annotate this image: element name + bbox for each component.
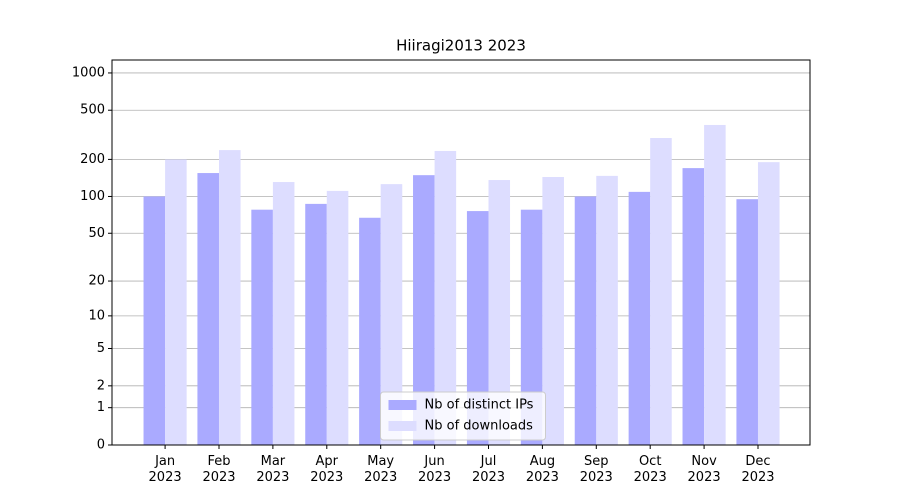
x-tick-label: Jul 2023 xyxy=(472,454,505,485)
bar xyxy=(704,124,726,446)
legend-swatch xyxy=(388,421,417,431)
bar xyxy=(520,209,543,445)
bar xyxy=(165,159,187,445)
x-tick-label: Aug 2023 xyxy=(526,454,559,485)
bar xyxy=(413,175,435,445)
bar xyxy=(326,190,349,445)
bar xyxy=(218,150,241,445)
y-tick-label: 50 xyxy=(88,226,105,241)
y-tick-label: 100 xyxy=(80,189,105,204)
bar xyxy=(682,168,705,446)
x-tick-label: May 2023 xyxy=(364,454,397,485)
y-tick-label: 1000 xyxy=(72,65,105,80)
y-tick-label: 200 xyxy=(80,152,105,167)
bar xyxy=(596,175,618,445)
bar xyxy=(488,180,511,445)
x-tick-label: Oct 2023 xyxy=(634,454,667,485)
bar xyxy=(305,203,327,445)
bar xyxy=(757,162,780,445)
bar xyxy=(650,138,672,445)
bar xyxy=(359,217,381,445)
y-tick-label: 0 xyxy=(97,438,105,453)
y-tick-label: 2 xyxy=(97,378,105,393)
x-tick-label: Mar 2023 xyxy=(256,454,289,485)
y-tick-label: 20 xyxy=(88,274,105,289)
x-tick-label: Jan 2023 xyxy=(149,454,182,485)
bar xyxy=(143,196,166,445)
legend-label: Nb of downloads xyxy=(425,419,534,434)
bar xyxy=(628,191,651,445)
x-tick-label: Feb 2023 xyxy=(202,454,235,485)
bar xyxy=(251,209,273,445)
plot-frame xyxy=(111,59,811,446)
legend-box xyxy=(380,391,546,441)
bar xyxy=(380,184,403,445)
y-tick-label: 500 xyxy=(80,103,105,118)
x-tick-label: Apr 2023 xyxy=(310,454,343,485)
bar xyxy=(466,211,489,445)
bar xyxy=(434,150,457,445)
y-tick-label: 5 xyxy=(97,341,105,356)
y-tick-label: 1 xyxy=(97,400,105,415)
x-tick-label: Dec 2023 xyxy=(741,454,774,485)
bar xyxy=(736,199,758,445)
legend-label: Nb of distinct IPs xyxy=(425,398,534,413)
y-tick-label: 10 xyxy=(88,308,105,323)
bar xyxy=(574,196,597,445)
legend-swatch xyxy=(388,400,417,410)
bar xyxy=(542,176,564,445)
x-tick-label: Nov 2023 xyxy=(688,454,721,485)
x-tick-label: Jun 2023 xyxy=(418,454,451,485)
x-tick-label: Sep 2023 xyxy=(580,454,613,485)
bar xyxy=(272,182,295,445)
chart-title: Hiiragi2013 2023 xyxy=(396,37,526,55)
bar xyxy=(197,173,219,446)
